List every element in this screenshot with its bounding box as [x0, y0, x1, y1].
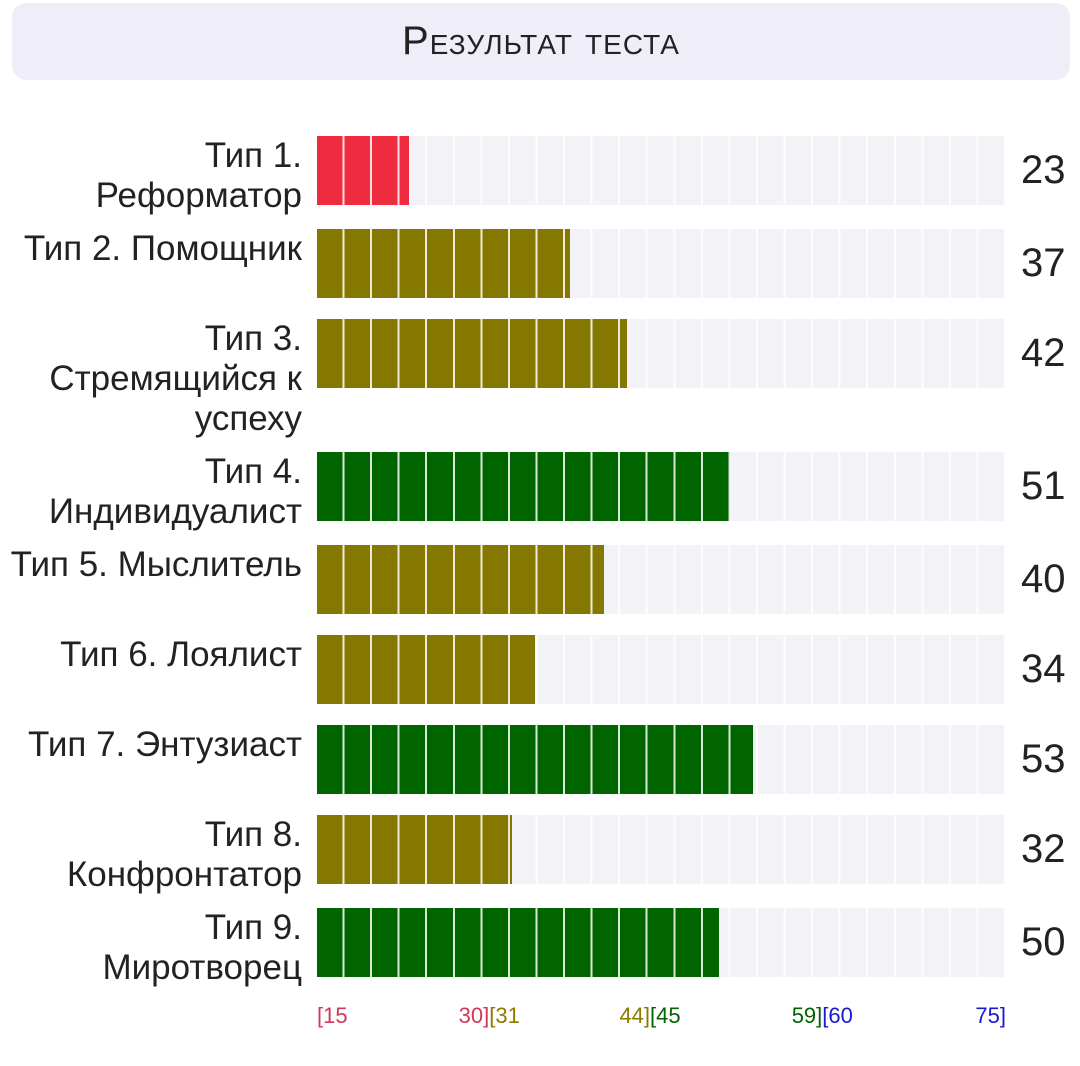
value-label: 37 — [1021, 241, 1066, 285]
category-label: Тип 3. Стремящийся к успеху — [49, 319, 302, 438]
range-start-label: [31 — [489, 1003, 520, 1028]
segment-lines — [317, 635, 1006, 704]
value-label: 34 — [1021, 647, 1066, 691]
bar-track — [317, 635, 1006, 704]
value-label: 42 — [1021, 331, 1066, 375]
segment-lines — [317, 545, 1006, 614]
bar-track — [317, 452, 1006, 521]
bar-list: Тип 1. Реформатор 23 Тип 2. Помощник 37 Тип … — [0, 136, 1080, 1031]
bar-row: Тип 1. Реформатор 23 — [0, 136, 1080, 216]
value-label: 32 — [1021, 827, 1066, 871]
value-label: 50 — [1021, 920, 1066, 964]
segment-lines — [317, 815, 1006, 884]
value-label: 40 — [1021, 557, 1066, 601]
category-label: Тип 9. Миротворец — [102, 908, 302, 987]
value-label: 53 — [1021, 737, 1066, 781]
bar-row: Тип 3. Стремящийся к успеху 42 — [0, 319, 1080, 439]
category-label: Тип 5. Мыслитель — [10, 545, 302, 584]
bar-track — [317, 229, 1006, 298]
bar-row: Тип 9. Миротворец 50 — [0, 908, 1080, 988]
bar-row: Тип 5. Мыслитель 40 — [0, 545, 1080, 622]
segment-lines — [317, 229, 1006, 298]
title-bar: Результат теста — [12, 3, 1070, 80]
range-end-label: 30] — [458, 1003, 490, 1028]
range-end-label: 44] — [619, 1003, 651, 1028]
range-end-label: 59] — [791, 1003, 823, 1028]
bar-row: Тип 4. Индивидуалист 51 — [0, 452, 1080, 532]
segment-lines — [317, 319, 1006, 388]
bar-track — [317, 908, 1006, 977]
bar-row: Тип 8. Конфронтатор 32 — [0, 815, 1080, 895]
bar-row: Тип 2. Помощник 37 — [0, 229, 1080, 306]
range-start-label: [15 — [317, 1003, 348, 1028]
range-start-label: [45 — [650, 1003, 681, 1028]
bar-track — [317, 815, 1006, 884]
value-label: 23 — [1021, 148, 1066, 192]
chart-title: Результат теста — [402, 19, 680, 63]
category-label: Тип 4. Индивидуалист — [48, 452, 302, 531]
segment-lines — [317, 908, 1006, 977]
category-label: Тип 2. Помощник — [23, 229, 302, 268]
category-label: Тип 6. Лоялист — [60, 635, 302, 674]
category-label: Тип 8. Конфронтатор — [66, 815, 302, 894]
bar-track — [317, 136, 1006, 205]
bar-row: Тип 7. Энтузиаст 53 — [0, 725, 1080, 802]
range-start-label: [60 — [822, 1003, 853, 1028]
bar-row: Тип 6. Лоялист 34 — [0, 635, 1080, 712]
segment-lines — [317, 452, 1006, 521]
bar-track — [317, 725, 1006, 794]
bar-track — [317, 545, 1006, 614]
range-end-label: 75] — [975, 1003, 1006, 1028]
segment-lines — [317, 136, 1006, 205]
category-label: Тип 7. Энтузиаст — [28, 725, 302, 764]
range-axis: [15 30] [31 44] [45 59] [60 75] — [0, 1001, 1080, 1031]
segment-lines — [317, 725, 1006, 794]
bar-track — [317, 319, 1006, 388]
value-label: 51 — [1021, 464, 1066, 508]
category-label: Тип 1. Реформатор — [95, 136, 302, 215]
